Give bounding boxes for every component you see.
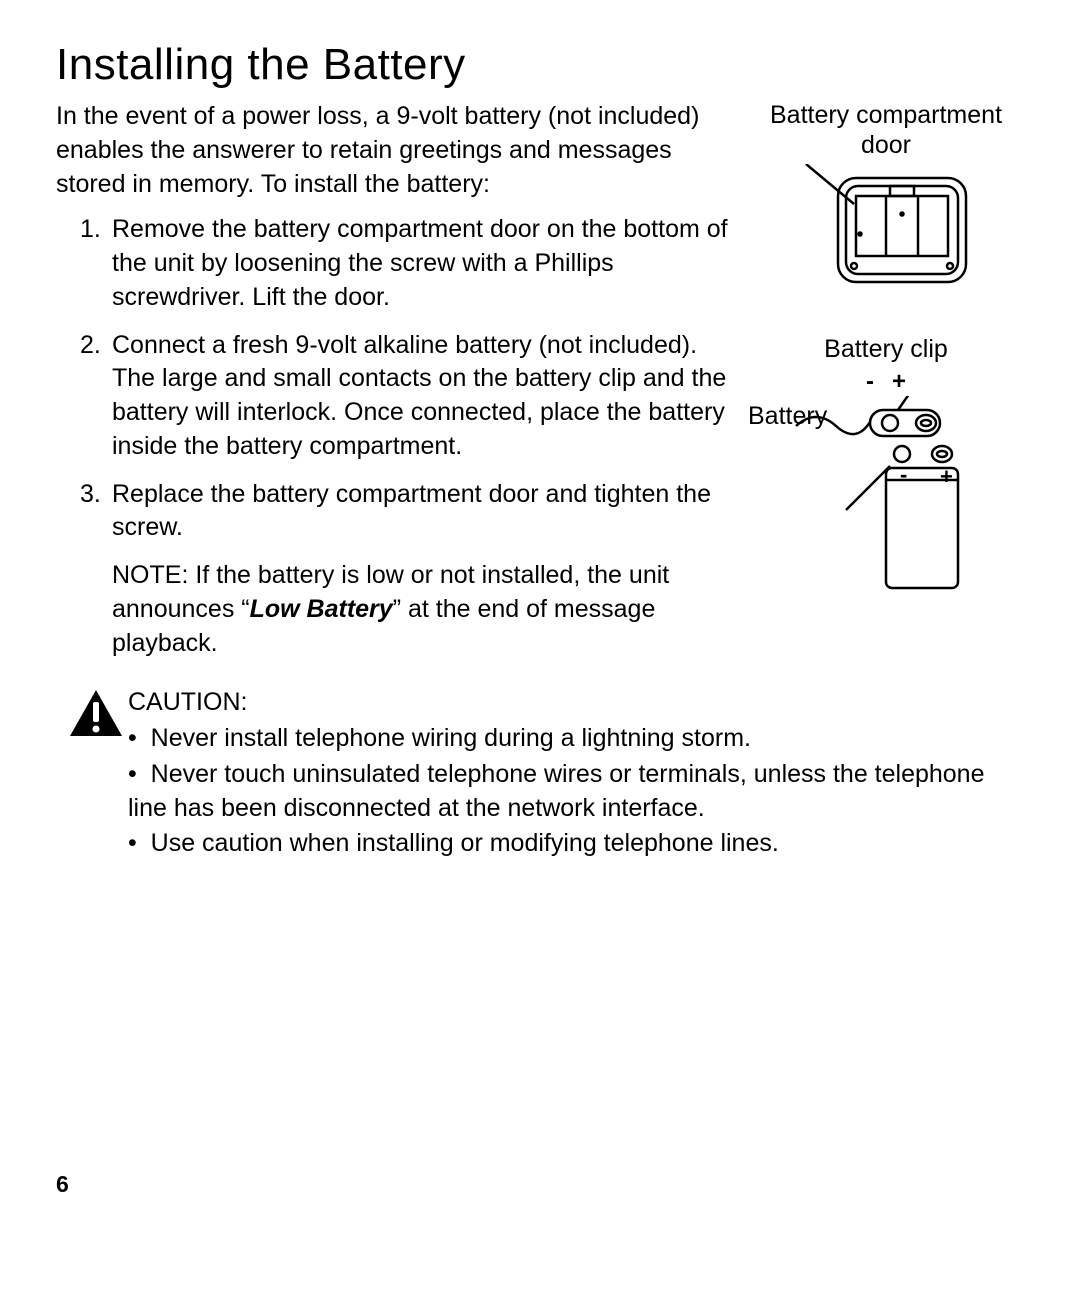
- note-label: NOTE:: [112, 561, 188, 589]
- minus-sign: -: [866, 368, 874, 396]
- note-paragraph: NOTE: If the battery is low or not insta…: [112, 559, 728, 660]
- step-item: Connect a fresh 9-volt alkaline battery …: [80, 329, 728, 464]
- step-item: Replace the battery compartment door and…: [80, 478, 728, 546]
- caution-bullet: • Use caution when installing or modifyi…: [128, 827, 1024, 861]
- steps-list: Remove the battery compartment door on t…: [80, 213, 728, 545]
- step-item: Remove the battery compartment door on t…: [80, 213, 728, 314]
- battery-label: Battery: [748, 402, 827, 431]
- battery-clip-label: Battery clip: [748, 334, 1024, 364]
- main-column: In the event of a power loss, a 9-volt b…: [56, 100, 728, 686]
- caution-text: CAUTION: • Never install telephone wirin…: [128, 686, 1024, 863]
- compartment-door-label: Battery compartment door: [748, 100, 1024, 160]
- caution-bullet: • Never install telephone wiring during …: [128, 722, 1024, 756]
- side-column: Battery compartment door Battery clip: [728, 100, 1024, 686]
- caution-bullet: • Never touch uninsulated telephone wire…: [128, 758, 1024, 826]
- battery-plus: +: [940, 464, 953, 489]
- compartment-door-illustration: [796, 164, 976, 294]
- battery-illustration: - +: [786, 440, 986, 620]
- content-row: In the event of a power loss, a 9-volt b…: [56, 100, 1024, 686]
- caution-bullets: • Never install telephone wiring during …: [128, 722, 1024, 861]
- intro-paragraph: In the event of a power loss, a 9-volt b…: [56, 100, 728, 201]
- caution-block: CAUTION: • Never install telephone wirin…: [64, 686, 1024, 863]
- warning-icon: [64, 686, 128, 863]
- battery-clip-polarity-row: - +: [748, 368, 1024, 396]
- page-title: Installing the Battery: [56, 40, 1024, 90]
- page-number: 6: [56, 1171, 69, 1198]
- caution-title: CAUTION:: [128, 686, 1024, 720]
- note-emphasis: Low Battery: [250, 595, 393, 623]
- plus-sign: +: [892, 368, 906, 396]
- manual-page: Installing the Battery In the event of a…: [0, 0, 1080, 1296]
- battery-minus: -: [900, 462, 907, 487]
